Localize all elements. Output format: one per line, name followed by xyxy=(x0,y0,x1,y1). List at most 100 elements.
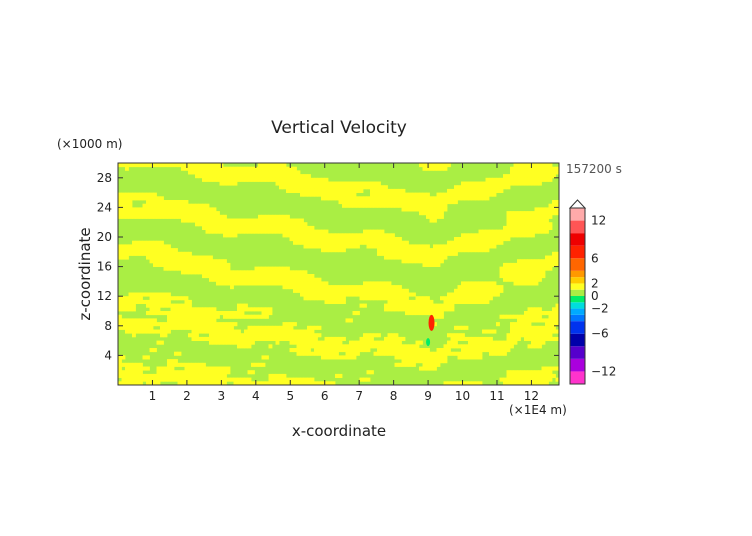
field-cell xyxy=(436,359,441,364)
field-cell xyxy=(517,314,521,319)
field-cell xyxy=(534,318,539,323)
field-cell xyxy=(198,170,203,175)
field-cell xyxy=(506,218,511,223)
field-cell xyxy=(534,225,539,230)
field-cell xyxy=(377,233,381,238)
field-cell xyxy=(272,163,276,168)
field-cell xyxy=(142,329,147,334)
field-cell xyxy=(139,292,143,297)
field-cell xyxy=(426,244,430,249)
field-cell xyxy=(387,288,392,293)
field-cell xyxy=(153,255,157,260)
field-cell xyxy=(426,203,430,208)
field-cell xyxy=(478,344,483,349)
field-cell xyxy=(184,251,189,256)
field-cell xyxy=(156,296,161,301)
field-cell xyxy=(177,255,182,260)
field-cell xyxy=(370,237,374,242)
field-cell xyxy=(212,218,217,223)
field-cell xyxy=(489,181,493,186)
y-tick-label: 16 xyxy=(97,260,112,274)
field-cell xyxy=(233,225,238,230)
field-cell xyxy=(300,185,304,190)
field-cell xyxy=(198,370,203,375)
field-cell xyxy=(233,222,238,227)
field-cell xyxy=(149,318,154,323)
field-cell xyxy=(160,214,164,219)
field-cell xyxy=(443,203,448,208)
field-cell xyxy=(317,340,322,345)
field-cell xyxy=(275,181,280,186)
field-cell xyxy=(209,222,213,227)
field-cell xyxy=(384,188,388,193)
field-cell xyxy=(216,311,220,316)
field-cell xyxy=(552,325,556,330)
field-cell xyxy=(237,277,241,282)
field-cell xyxy=(426,262,430,267)
field-cell xyxy=(345,185,350,190)
field-cell xyxy=(510,370,514,375)
field-cell xyxy=(258,225,262,230)
field-cell xyxy=(408,196,413,201)
field-cell xyxy=(380,200,385,205)
field-cell xyxy=(478,192,483,197)
field-cell xyxy=(380,281,385,286)
field-cell xyxy=(268,174,273,179)
field-cell xyxy=(321,244,325,249)
field-cell xyxy=(464,325,469,330)
field-cell xyxy=(205,314,210,319)
field-cell xyxy=(310,377,315,382)
field-cell xyxy=(223,373,227,378)
field-cell xyxy=(296,348,301,353)
field-cell xyxy=(387,251,392,256)
field-cell xyxy=(345,203,350,208)
field-cell xyxy=(384,244,388,249)
field-cell xyxy=(170,214,175,219)
field-cell xyxy=(517,325,521,330)
field-cell xyxy=(328,292,332,297)
field-cell xyxy=(492,177,497,182)
field-cell xyxy=(174,259,178,264)
field-cell xyxy=(135,329,140,334)
field-cell xyxy=(237,333,241,338)
field-cell xyxy=(233,333,238,338)
field-cell xyxy=(335,373,339,378)
field-cell xyxy=(440,359,444,364)
field-cell xyxy=(412,362,416,367)
field-cell xyxy=(212,340,217,345)
field-cell xyxy=(146,311,150,316)
field-cell xyxy=(401,255,406,260)
x-axis-unit: (×1E4 m) xyxy=(509,403,567,417)
field-cell xyxy=(286,177,290,182)
field-cell xyxy=(195,207,199,212)
field-cell xyxy=(195,255,199,260)
field-cell xyxy=(363,185,367,190)
field-cell xyxy=(398,303,402,308)
field-cell xyxy=(303,229,308,234)
field-cell xyxy=(153,307,157,312)
field-cell xyxy=(198,203,203,208)
field-cell xyxy=(314,381,318,385)
field-cell xyxy=(219,270,224,275)
field-cell xyxy=(230,314,234,319)
field-cell xyxy=(510,166,514,171)
field-cell xyxy=(177,163,182,168)
field-cell xyxy=(475,381,479,385)
field-cell xyxy=(226,174,231,179)
field-cell xyxy=(314,229,318,234)
field-cell xyxy=(370,333,374,338)
field-cell xyxy=(135,381,140,385)
field-cell xyxy=(412,248,416,253)
field-cell xyxy=(142,211,147,216)
field-cell xyxy=(223,225,227,230)
field-cell xyxy=(545,329,549,334)
field-cell xyxy=(132,192,136,197)
field-cell xyxy=(216,274,220,279)
field-cell xyxy=(202,318,206,323)
field-cell xyxy=(475,233,479,238)
field-cell xyxy=(317,177,322,182)
field-cell xyxy=(349,196,353,201)
field-cell xyxy=(212,318,217,323)
field-cell xyxy=(489,233,493,238)
colorbar-bin xyxy=(570,208,585,221)
